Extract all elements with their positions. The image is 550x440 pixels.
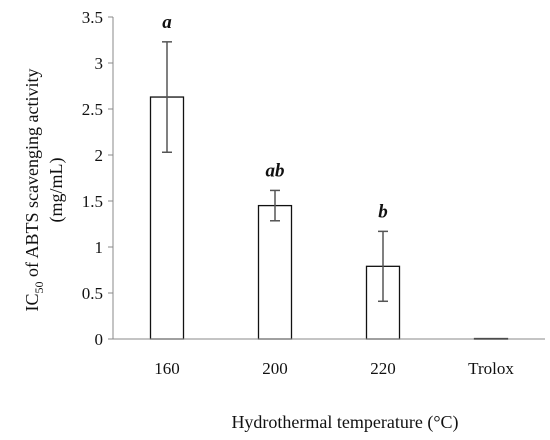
- x-tick-label: 160: [154, 359, 180, 378]
- y-axis-title-subscript: 50: [32, 281, 46, 293]
- y-tick-label: 2: [95, 146, 104, 165]
- y-tick-label: 1: [95, 238, 104, 257]
- plot-area: 0 0.5 1 1.5 2 2.5 3 3.5 a 160 ab 200 b 220 Trolox: [82, 8, 545, 378]
- x-axis-title: Hydrothermal temperature (°C): [231, 412, 458, 433]
- y-tick-label: 3: [95, 54, 104, 73]
- x-tick-label: Trolox: [468, 359, 514, 378]
- bar: [257, 204, 293, 340]
- significance-label: b: [378, 201, 388, 222]
- y-axis-title-unit: (mg/mL): [46, 158, 67, 223]
- x-tick-label: 220: [370, 359, 396, 378]
- y-axis-title-rest: of ABTS scavenging activity: [22, 69, 42, 282]
- significance-label: ab: [266, 160, 285, 181]
- significance-label: a: [162, 12, 172, 33]
- y-tick-label: 2.5: [82, 100, 103, 119]
- y-axis-title: IC50 of ABTS scavenging activity (mg/mL): [22, 69, 67, 312]
- y-tick-label: 0: [95, 330, 104, 349]
- y-tick-label: 3.5: [82, 8, 103, 27]
- y-tick-label: 0.5: [82, 284, 103, 303]
- y-axis-title-prefix: IC: [22, 293, 42, 311]
- x-tick-label: 200: [262, 359, 288, 378]
- y-axis-title-line1: IC50 of ABTS scavenging activity: [22, 69, 46, 312]
- y-tick-label: 1.5: [82, 192, 103, 211]
